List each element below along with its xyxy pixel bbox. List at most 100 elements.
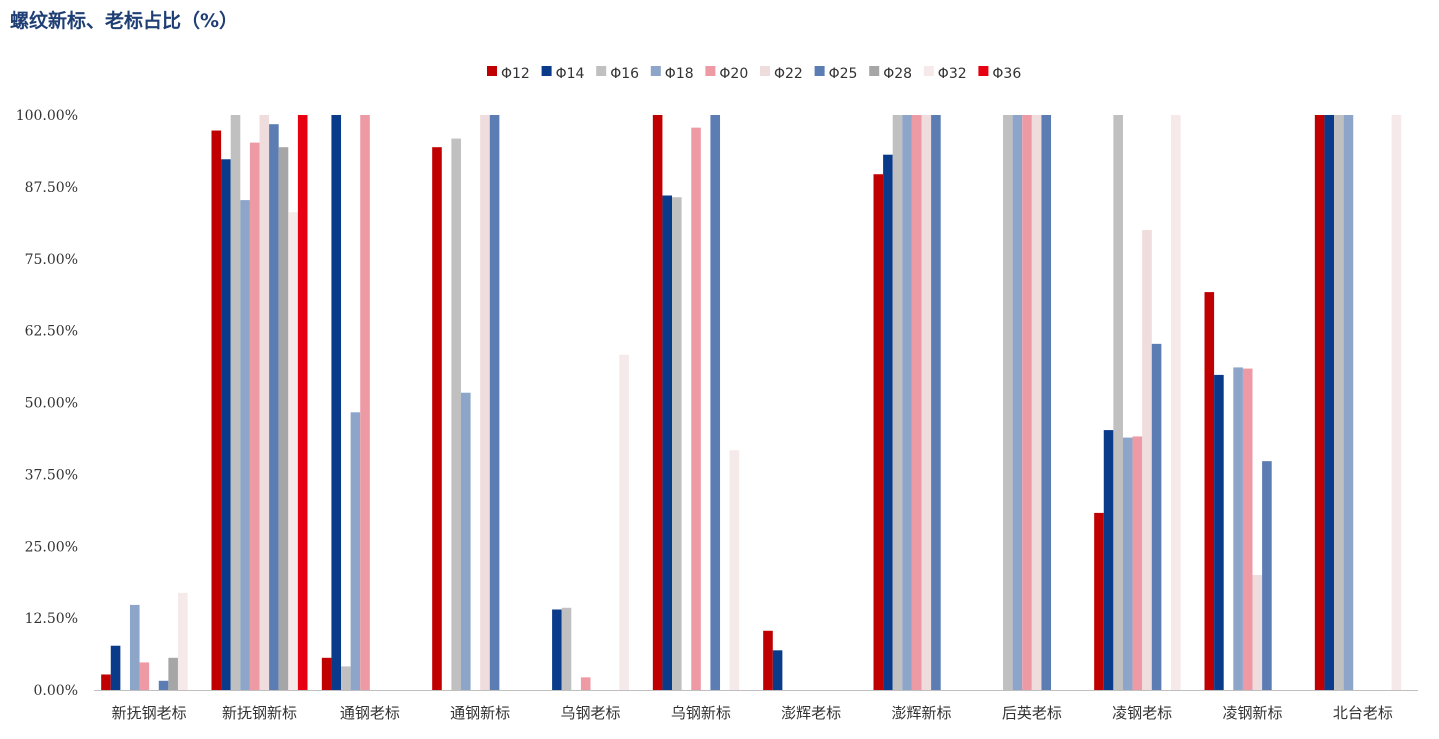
bar bbox=[1031, 115, 1042, 690]
bar bbox=[1204, 292, 1215, 690]
bar bbox=[480, 115, 490, 690]
bar bbox=[911, 115, 922, 690]
bar bbox=[1151, 343, 1162, 690]
bar bbox=[1242, 368, 1253, 690]
x-tick-label: 通钢新标 bbox=[450, 704, 510, 722]
bar bbox=[177, 592, 188, 690]
bar bbox=[883, 154, 893, 690]
bar bbox=[158, 680, 169, 690]
bar bbox=[331, 115, 342, 690]
bar bbox=[1334, 115, 1344, 690]
bar bbox=[1041, 115, 1052, 690]
bar bbox=[259, 115, 270, 690]
legend-label: Φ32 bbox=[938, 66, 967, 82]
x-tick-label: 新抚钢新标 bbox=[222, 704, 297, 722]
y-tick-label: 87.50% bbox=[25, 180, 78, 196]
bars bbox=[101, 115, 1402, 691]
bar bbox=[892, 115, 903, 690]
legend: Φ12 Φ14 Φ16 Φ18 Φ20 Φ22 Φ25 Φ28 Φ32 Φ36 bbox=[487, 66, 1021, 82]
bar bbox=[1252, 575, 1263, 690]
x-axis: 新抚钢老标 新抚钢新标 通钢老标 通钢新标 乌钢老标 乌钢新标 澎辉老标 澎辉新标 后英老标 凌钢… bbox=[94, 690, 1418, 722]
bar bbox=[460, 392, 471, 690]
bar bbox=[1391, 115, 1402, 690]
bar bbox=[101, 674, 111, 690]
bar bbox=[432, 147, 442, 690]
bar bbox=[691, 127, 701, 690]
bar bbox=[288, 212, 298, 690]
bar bbox=[763, 630, 773, 690]
bar bbox=[662, 195, 673, 690]
x-tick-label: 乌钢老标 bbox=[560, 704, 620, 722]
bar bbox=[321, 657, 332, 690]
bar bbox=[269, 124, 279, 690]
legend-swatch bbox=[650, 66, 661, 76]
legend-swatch bbox=[978, 66, 989, 76]
bar bbox=[1314, 115, 1325, 690]
bar bbox=[1103, 430, 1114, 690]
x-tick-label: 澎辉新标 bbox=[891, 704, 951, 722]
bar bbox=[451, 138, 461, 690]
bar bbox=[489, 115, 500, 690]
bar bbox=[249, 142, 260, 691]
bar bbox=[1262, 461, 1272, 690]
x-tick-label: 乌钢新标 bbox=[671, 704, 731, 722]
x-tick-label: 凌钢老标 bbox=[1112, 704, 1172, 722]
bar bbox=[1003, 115, 1013, 690]
legend-swatch bbox=[705, 66, 716, 76]
bar bbox=[350, 412, 361, 690]
bar bbox=[652, 115, 663, 690]
bar bbox=[1214, 374, 1224, 690]
bar bbox=[1324, 115, 1335, 690]
legend-label: Φ12 bbox=[501, 66, 530, 82]
x-tick-label: 澎辉老标 bbox=[781, 704, 841, 722]
y-tick-label: 0.00% bbox=[34, 683, 78, 699]
legend-swatch bbox=[923, 66, 934, 76]
bar bbox=[619, 354, 629, 690]
y-tick-label: 62.50% bbox=[25, 324, 78, 340]
bar bbox=[672, 197, 682, 691]
bar bbox=[221, 159, 231, 690]
y-tick-label: 50.00% bbox=[25, 396, 78, 412]
bar bbox=[129, 604, 140, 690]
x-tick-label: 通钢老标 bbox=[340, 704, 400, 722]
legend-label: Φ20 bbox=[719, 66, 748, 82]
y-tick-label: 12.50% bbox=[25, 611, 78, 627]
bar bbox=[552, 609, 562, 690]
bar bbox=[341, 666, 351, 690]
y-tick-label: 75.00% bbox=[25, 252, 78, 268]
bar bbox=[1022, 115, 1032, 690]
bar bbox=[1012, 115, 1023, 690]
bar bbox=[278, 147, 289, 690]
legend-swatch bbox=[814, 66, 825, 76]
bar bbox=[1132, 436, 1143, 690]
legend-label: Φ28 bbox=[883, 66, 912, 82]
legend-label: Φ16 bbox=[610, 66, 639, 82]
bar bbox=[710, 115, 721, 690]
bar bbox=[139, 662, 150, 690]
bar bbox=[772, 650, 783, 690]
bar bbox=[297, 115, 308, 690]
bar bbox=[1122, 437, 1133, 690]
bar bbox=[561, 607, 572, 690]
x-tick-label: 后英老标 bbox=[1002, 704, 1062, 722]
bar bbox=[1142, 230, 1152, 690]
bar bbox=[1233, 367, 1243, 690]
legend-label: Φ18 bbox=[665, 66, 694, 82]
x-tick-label: 凌钢新标 bbox=[1222, 704, 1282, 722]
bar bbox=[168, 657, 178, 690]
legend-swatch bbox=[596, 66, 607, 76]
y-tick-label: 37.50% bbox=[25, 467, 78, 483]
bar bbox=[931, 115, 941, 690]
bar bbox=[1170, 115, 1181, 690]
bar bbox=[360, 115, 370, 690]
bar bbox=[240, 200, 250, 690]
y-axis: 0.00% 12.50% 25.00% 37.50% 50.00% 62.50% 75.00… bbox=[16, 108, 78, 699]
legend-swatch bbox=[869, 66, 880, 76]
legend-label: Φ22 bbox=[774, 66, 803, 82]
bar bbox=[921, 115, 932, 690]
bar bbox=[1094, 512, 1104, 690]
bar bbox=[902, 115, 912, 690]
x-tick-label: 新抚钢老标 bbox=[112, 704, 187, 722]
legend-swatch bbox=[487, 66, 497, 76]
